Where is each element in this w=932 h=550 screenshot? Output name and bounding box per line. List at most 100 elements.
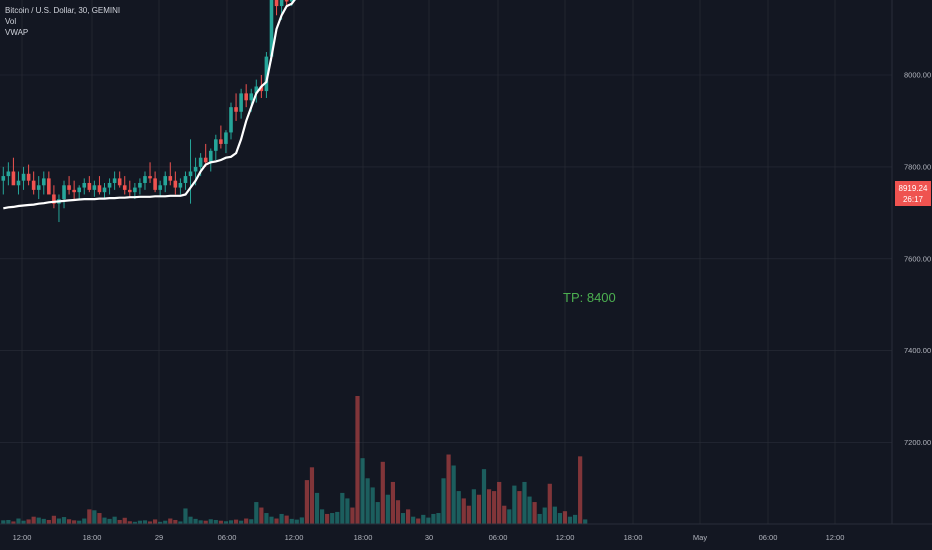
candle-body[interactable] bbox=[168, 176, 173, 181]
candle-body[interactable] bbox=[178, 182, 183, 188]
volume-bar bbox=[325, 513, 330, 524]
candle-body[interactable] bbox=[259, 86, 264, 92]
candle-body[interactable] bbox=[254, 86, 259, 94]
candle-body[interactable] bbox=[62, 185, 66, 200]
price-axis[interactable]: 7200.007400.007600.007800.008000.008200.… bbox=[904, 0, 931, 448]
candle-body[interactable] bbox=[21, 173, 26, 181]
volume-bar bbox=[497, 481, 502, 524]
indicator-vol[interactable]: Vol bbox=[5, 17, 17, 26]
volume-bar bbox=[132, 521, 137, 524]
volume-bar bbox=[158, 521, 163, 524]
candle-body[interactable] bbox=[52, 194, 56, 204]
candle-body[interactable] bbox=[229, 107, 233, 133]
volume-bar bbox=[411, 516, 416, 524]
candle-body[interactable] bbox=[224, 132, 228, 144]
candle-body[interactable] bbox=[264, 56, 269, 92]
time-tick-label: 18:00 bbox=[83, 533, 102, 542]
candle-body[interactable] bbox=[133, 187, 137, 193]
candle-body[interactable] bbox=[41, 178, 46, 186]
price-tick-label: 7800.00 bbox=[904, 162, 931, 171]
candle-body[interactable] bbox=[244, 93, 248, 101]
grid-lines bbox=[0, 0, 892, 524]
time-tick-label: 06:00 bbox=[218, 533, 237, 542]
candle-body[interactable] bbox=[31, 180, 36, 190]
volume-bar bbox=[137, 520, 143, 524]
candle-body[interactable] bbox=[274, 0, 279, 7]
volume-bar bbox=[213, 519, 218, 524]
candle-body[interactable] bbox=[36, 185, 41, 190]
indicator-vwap[interactable]: VWAP bbox=[5, 28, 29, 37]
volume-bar bbox=[578, 456, 583, 524]
candle-body[interactable] bbox=[289, 0, 294, 2]
candle-body[interactable] bbox=[214, 139, 218, 151]
volume-bar bbox=[537, 513, 542, 524]
candle-body[interactable] bbox=[112, 178, 117, 183]
volume-bar bbox=[274, 518, 279, 524]
volume-bar bbox=[330, 513, 335, 524]
candle-body[interactable] bbox=[97, 185, 102, 193]
candle-body[interactable] bbox=[148, 176, 152, 179]
candle-body[interactable] bbox=[188, 171, 193, 177]
volume-bar bbox=[178, 521, 183, 524]
candle-body[interactable] bbox=[234, 107, 238, 112]
price-tag: 8919.24 26:17 bbox=[895, 181, 931, 206]
candle-body[interactable] bbox=[11, 171, 16, 186]
volume-bar bbox=[153, 519, 158, 524]
candle-body[interactable] bbox=[153, 178, 157, 190]
candlesticks[interactable] bbox=[1, 0, 500, 223]
candle-body[interactable] bbox=[102, 187, 107, 193]
candle-body[interactable] bbox=[16, 180, 21, 186]
volume-bar bbox=[92, 510, 97, 524]
candle-body[interactable] bbox=[173, 180, 178, 188]
candle-body[interactable] bbox=[6, 171, 11, 177]
price-tag-value: 8919.24 bbox=[899, 184, 928, 193]
volume-bar bbox=[117, 519, 122, 524]
candle-body[interactable] bbox=[47, 178, 51, 195]
candle-body[interactable] bbox=[117, 178, 122, 186]
symbol-title[interactable]: Bitcoin / U.S. Dollar, 30, GEMINI bbox=[5, 6, 121, 15]
candle-body[interactable] bbox=[279, 0, 284, 7]
time-axis[interactable]: 12:00 18:00 29 06:00 12:00 18:00 30 06:00 12:00 1… bbox=[13, 533, 845, 542]
volume-bar bbox=[16, 518, 21, 524]
candle-body[interactable] bbox=[26, 173, 31, 181]
candle-body[interactable] bbox=[87, 182, 92, 190]
time-tick-label: 18:00 bbox=[354, 533, 373, 542]
candle-body[interactable] bbox=[203, 157, 208, 163]
candle-body[interactable] bbox=[284, 0, 289, 2]
volume-bar bbox=[208, 519, 213, 524]
candle-body[interactable] bbox=[138, 182, 142, 188]
volume-bar bbox=[279, 513, 284, 524]
candle-body[interactable] bbox=[193, 166, 198, 172]
candle-body[interactable] bbox=[67, 185, 71, 190]
candle-body[interactable] bbox=[219, 139, 223, 144]
volume-bar bbox=[41, 518, 46, 524]
candle-body[interactable] bbox=[239, 93, 243, 112]
volume-bar bbox=[147, 521, 153, 524]
volume-bar bbox=[31, 516, 36, 524]
candle-body[interactable] bbox=[92, 185, 97, 190]
candle-body[interactable] bbox=[208, 150, 213, 163]
candle-body[interactable] bbox=[183, 176, 188, 183]
volume-bar bbox=[390, 481, 396, 524]
candle-body[interactable] bbox=[128, 189, 132, 193]
candle-body[interactable] bbox=[158, 185, 162, 190]
candle-body[interactable] bbox=[82, 182, 87, 188]
candle-body[interactable] bbox=[107, 182, 112, 188]
candle-body[interactable] bbox=[122, 185, 127, 190]
candle-body[interactable] bbox=[198, 157, 203, 167]
volume-bar bbox=[304, 480, 309, 524]
volume-bar bbox=[21, 520, 26, 524]
candle-body[interactable] bbox=[143, 176, 147, 183]
candle-body[interactable] bbox=[77, 187, 81, 193]
volume-bar bbox=[416, 518, 421, 524]
volume-bar bbox=[46, 519, 51, 524]
candle-body[interactable] bbox=[1, 176, 6, 181]
volume-bar bbox=[1, 520, 6, 524]
candle-body[interactable] bbox=[249, 93, 254, 101]
volume-bar bbox=[360, 458, 365, 524]
time-tick-label: 06:00 bbox=[489, 533, 508, 542]
candle-body[interactable] bbox=[163, 176, 168, 186]
candle-body[interactable] bbox=[72, 189, 76, 193]
candle-body[interactable] bbox=[269, 0, 274, 57]
